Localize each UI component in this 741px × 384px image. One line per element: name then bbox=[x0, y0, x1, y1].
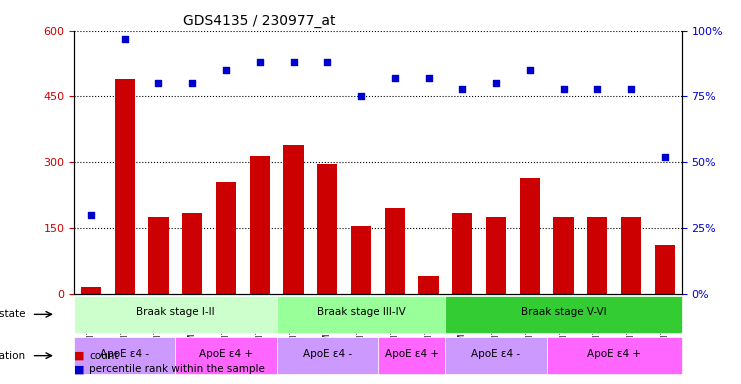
Text: Braak stage III-IV: Braak stage III-IV bbox=[316, 307, 405, 317]
Bar bbox=[148, 217, 169, 294]
Text: GDS4135 / 230977_at: GDS4135 / 230977_at bbox=[184, 14, 336, 28]
Point bbox=[186, 80, 198, 86]
Bar bbox=[385, 208, 405, 294]
Bar bbox=[587, 217, 608, 294]
Point bbox=[85, 212, 97, 218]
Bar bbox=[554, 217, 574, 294]
Point bbox=[254, 59, 266, 65]
Bar bbox=[621, 217, 641, 294]
Point bbox=[422, 75, 434, 81]
FancyBboxPatch shape bbox=[74, 337, 176, 374]
Text: ApoE ε4 -: ApoE ε4 - bbox=[303, 349, 352, 359]
Point bbox=[389, 75, 401, 81]
Point bbox=[490, 80, 502, 86]
Bar bbox=[283, 145, 304, 294]
Bar bbox=[115, 79, 135, 294]
FancyBboxPatch shape bbox=[378, 337, 445, 374]
FancyBboxPatch shape bbox=[547, 337, 682, 374]
Bar bbox=[216, 182, 236, 294]
Text: ApoE ε4 -: ApoE ε4 - bbox=[100, 349, 149, 359]
Text: count: count bbox=[89, 351, 119, 361]
Bar bbox=[182, 213, 202, 294]
FancyBboxPatch shape bbox=[276, 337, 378, 374]
Point bbox=[524, 67, 536, 73]
FancyBboxPatch shape bbox=[445, 296, 682, 333]
Text: ApoE ε4 +: ApoE ε4 + bbox=[385, 349, 439, 359]
FancyBboxPatch shape bbox=[276, 296, 445, 333]
Point bbox=[288, 59, 299, 65]
Text: ApoE ε4 +: ApoE ε4 + bbox=[587, 349, 641, 359]
Point bbox=[220, 67, 232, 73]
Bar bbox=[419, 276, 439, 294]
Point bbox=[119, 36, 130, 42]
Point bbox=[558, 86, 570, 92]
FancyBboxPatch shape bbox=[176, 337, 276, 374]
Text: Braak stage I-II: Braak stage I-II bbox=[136, 307, 215, 317]
Bar bbox=[81, 287, 101, 294]
Point bbox=[456, 86, 468, 92]
Bar bbox=[351, 226, 371, 294]
Point bbox=[322, 59, 333, 65]
Point bbox=[625, 86, 637, 92]
FancyBboxPatch shape bbox=[74, 296, 276, 333]
Bar bbox=[519, 177, 540, 294]
Text: ■: ■ bbox=[74, 364, 84, 374]
Point bbox=[591, 86, 603, 92]
FancyBboxPatch shape bbox=[445, 337, 547, 374]
Text: ApoE ε4 +: ApoE ε4 + bbox=[199, 349, 253, 359]
Text: ApoE ε4 -: ApoE ε4 - bbox=[471, 349, 521, 359]
Point bbox=[659, 154, 671, 160]
Bar bbox=[655, 245, 675, 294]
Bar bbox=[250, 156, 270, 294]
Point bbox=[355, 93, 367, 99]
Text: genotype/variation: genotype/variation bbox=[0, 351, 25, 361]
Bar bbox=[452, 213, 473, 294]
Text: percentile rank within the sample: percentile rank within the sample bbox=[89, 364, 265, 374]
Point bbox=[153, 80, 165, 86]
Bar bbox=[317, 164, 337, 294]
Text: Braak stage V-VI: Braak stage V-VI bbox=[521, 307, 606, 317]
Text: disease state: disease state bbox=[0, 310, 25, 319]
Bar bbox=[486, 217, 506, 294]
Text: ■: ■ bbox=[74, 351, 84, 361]
